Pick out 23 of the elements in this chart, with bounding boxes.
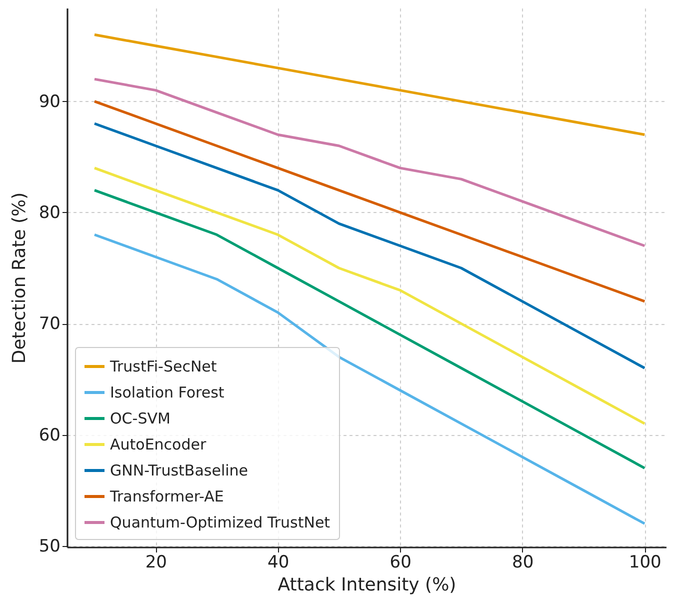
line-series bbox=[93, 166, 646, 425]
x-tick-label: 100 bbox=[628, 552, 662, 572]
legend-label: AutoEncoder bbox=[110, 436, 207, 454]
line-series bbox=[93, 78, 646, 248]
x-tick-label: 60 bbox=[390, 552, 412, 572]
x-tick-label: 80 bbox=[512, 552, 534, 572]
legend-label: GNN-TrustBaseline bbox=[110, 462, 248, 480]
legend-label: Transformer-AE bbox=[109, 488, 224, 506]
legend-label: OC-SVM bbox=[110, 410, 170, 428]
y-axis-title: Detection Rate (%) bbox=[8, 192, 30, 364]
y-tick-label: 60 bbox=[38, 425, 60, 446]
line-series bbox=[93, 100, 646, 303]
line-series bbox=[93, 33, 646, 136]
x-axis-title: Attack Intensity (%) bbox=[278, 574, 456, 596]
x-tick-label: 40 bbox=[268, 552, 290, 572]
y-tick-label: 80 bbox=[38, 202, 60, 223]
x-tick-label: 20 bbox=[145, 552, 167, 572]
y-tick-label: 70 bbox=[38, 314, 60, 334]
legend-label: Quantum-Optimized TrustNet bbox=[110, 514, 330, 532]
y-tick-label: 50 bbox=[38, 536, 60, 556]
legend-label: Isolation Forest bbox=[110, 384, 224, 402]
y-tick-label: 90 bbox=[38, 92, 60, 112]
legend-label: TrustFi-SecNet bbox=[109, 358, 217, 376]
